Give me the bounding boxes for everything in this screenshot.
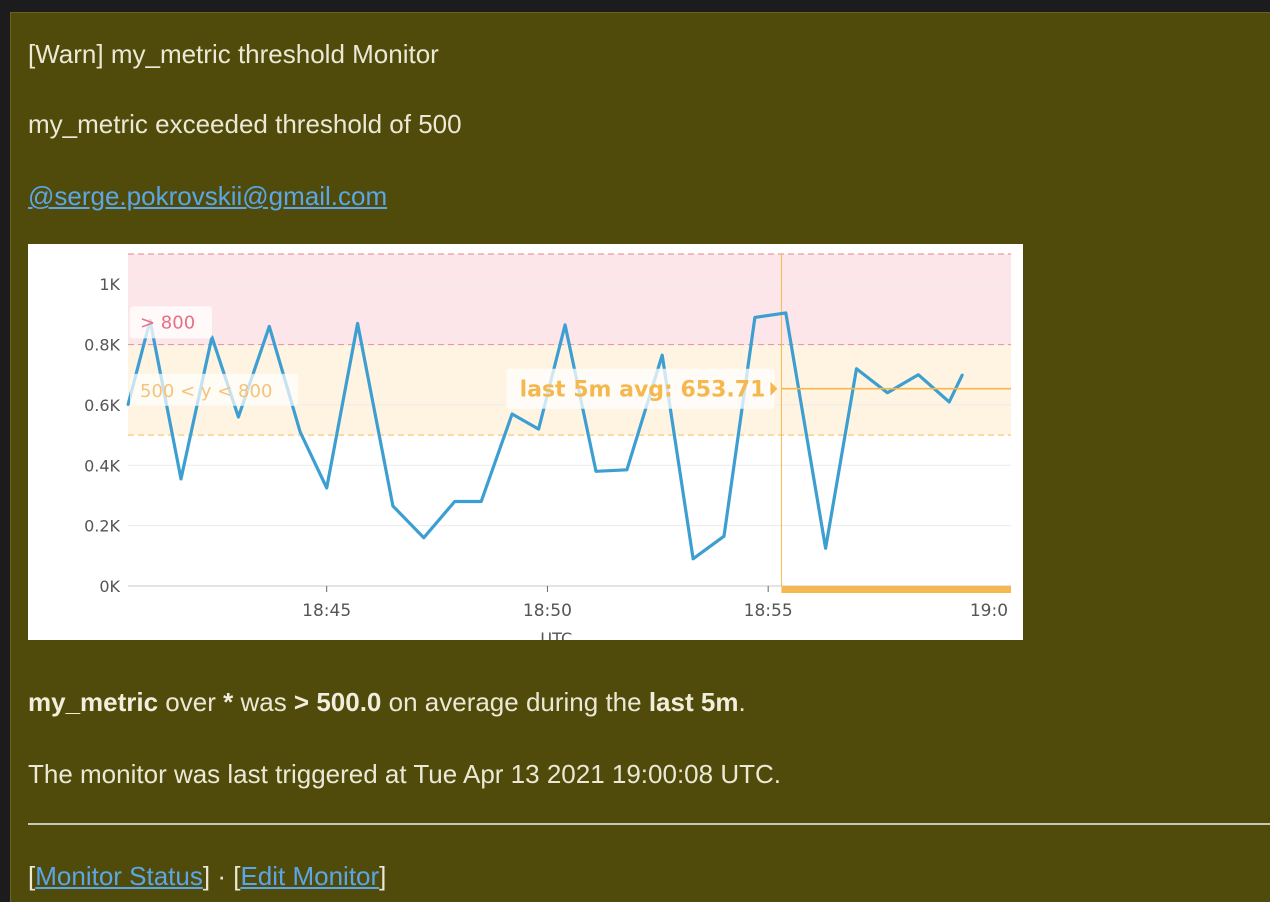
series-point-0-0	[126, 403, 130, 407]
series-point-0-16	[594, 470, 598, 473]
metric-chart-svg: 0K 0.2K 0.4K 0.6K 0.8K 1K 18:45 18:50 18:55 19:0 U…	[84, 253, 1011, 640]
link-separator: ] · [	[202, 861, 241, 891]
divider	[28, 823, 1270, 825]
series-point-0-25	[886, 391, 889, 395]
y-tick-label-2: 0.4K	[84, 456, 120, 475]
summary-window: last 5m	[648, 687, 739, 717]
x-axis-label: UTC	[540, 629, 572, 640]
warn-threshold-label: 500 < y < 800	[140, 381, 272, 402]
series-point-0-7	[325, 486, 328, 490]
footer-links: [Monitor Status] · [Edit Monitor]	[28, 861, 386, 892]
summary-scope: *	[223, 687, 234, 717]
series-point-0-13	[510, 412, 514, 416]
bracket-close: ]	[379, 861, 387, 891]
eval-avg-arrow-icon	[770, 381, 778, 396]
summary-condition: > 500.0	[293, 687, 382, 717]
series-point-0-19	[691, 557, 695, 561]
series-point-0-10	[422, 536, 426, 539]
series-point-0-2	[179, 477, 183, 481]
monitor-status-link[interactable]: Monitor Status	[35, 861, 203, 891]
y-tick-label-5: 1K	[99, 275, 120, 294]
series-point-0-6	[298, 430, 302, 434]
series-point-0-8	[356, 322, 359, 325]
series-point-0-4	[237, 415, 240, 419]
series-point-0-22	[784, 311, 788, 315]
alert-threshold-label: > 800	[140, 312, 195, 333]
series-point-0-15	[563, 323, 567, 327]
series-point-0-23	[824, 547, 827, 550]
x-tick-label-0: 18:45	[302, 601, 351, 621]
series-point-0-17	[625, 468, 629, 471]
summary-was-text: was	[233, 687, 294, 717]
y-tick-label-4: 0.8K	[84, 336, 120, 355]
series-point-0-27	[947, 400, 951, 404]
mention-link[interactable]: @serge.pokrovskii@gmail.com	[28, 181, 388, 211]
triggered-time: The monitor was last triggered at Tue Ap…	[28, 759, 781, 789]
x-tick-label-2: 18:55	[744, 601, 793, 621]
eval-avg-label-bg	[506, 368, 775, 409]
x-tick-label-1: 18:50	[523, 601, 572, 621]
edit-monitor-link[interactable]: Edit Monitor	[240, 861, 380, 891]
series-point-0-14	[537, 427, 540, 431]
eval-avg-label: last 5m avg: 653.71	[520, 378, 766, 403]
alert-label-bg	[130, 306, 212, 339]
metric-chart: 0K 0.2K 0.4K 0.6K 0.8K 1K 18:45 18:50 18:55 19:0 U…	[28, 244, 1023, 640]
alert-title: [Warn] my_metric threshold Monitor	[28, 39, 439, 69]
eval-window-bar	[781, 586, 1011, 593]
alert-message: [Warn] my_metric threshold Monitor my_me…	[10, 12, 1270, 902]
series-point-0-21	[753, 316, 757, 319]
series-point-0-20	[722, 535, 726, 538]
series-point-0-5	[268, 325, 271, 328]
series-point-0-9	[391, 504, 395, 508]
bracket-open: [	[28, 861, 36, 891]
top-bar	[0, 0, 1270, 12]
alert-subtitle: my_metric exceeded threshold of 500	[28, 109, 462, 139]
alert-summary: my_metric over * was > 500.0 on average …	[28, 687, 746, 718]
y-tick-label-3: 0.6K	[84, 396, 120, 415]
warn-label-bg	[130, 373, 298, 406]
y-tick-label-1: 0.2K	[84, 517, 120, 536]
x-tick-label-3: 19:0	[970, 601, 1008, 621]
summary-end-text: .	[738, 687, 746, 717]
series-point-0-28	[961, 373, 964, 376]
summary-during-text: on average during the	[381, 687, 649, 717]
summary-over-text: over	[158, 687, 224, 717]
summary-metric: my_metric	[28, 687, 159, 717]
y-tick-label-0: 0K	[99, 577, 120, 596]
series-point-0-24	[855, 367, 858, 370]
series-point-0-12	[480, 500, 483, 503]
series-point-0-26	[917, 373, 920, 376]
alert-threshold-band	[128, 254, 1011, 345]
series-point-0-11	[453, 500, 456, 503]
series-point-0-18	[661, 353, 664, 357]
